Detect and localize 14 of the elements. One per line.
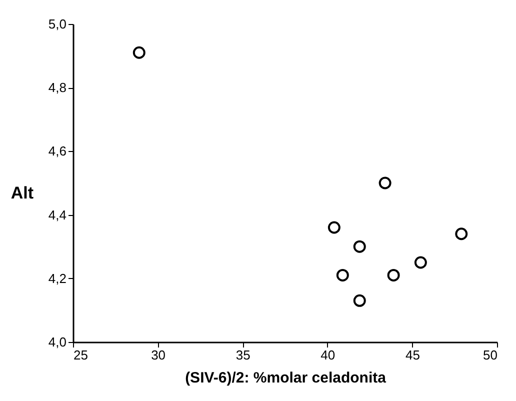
y-tick-label: 4,6 — [48, 144, 66, 159]
y-tick-label: 4,8 — [48, 80, 66, 96]
x-tick-label: 45 — [405, 348, 420, 362]
y-tick-label: 4,0 — [48, 334, 66, 350]
y-tick-label: 4,2 — [48, 270, 66, 286]
x-tick-label: 30 — [151, 348, 166, 362]
y-tick-label: 4,4 — [48, 207, 66, 222]
x-tick-label: 40 — [320, 348, 336, 362]
x-axis-title: (SIV-6)/2: %molar celadonita — [185, 370, 387, 386]
y-tick-label: 5,0 — [48, 16, 66, 32]
x-tick-label: 25 — [74, 348, 88, 362]
y-axis-title: Alt — [10, 184, 34, 202]
x-tick-label: 35 — [236, 348, 250, 362]
x-tick-label: 50 — [483, 348, 498, 362]
